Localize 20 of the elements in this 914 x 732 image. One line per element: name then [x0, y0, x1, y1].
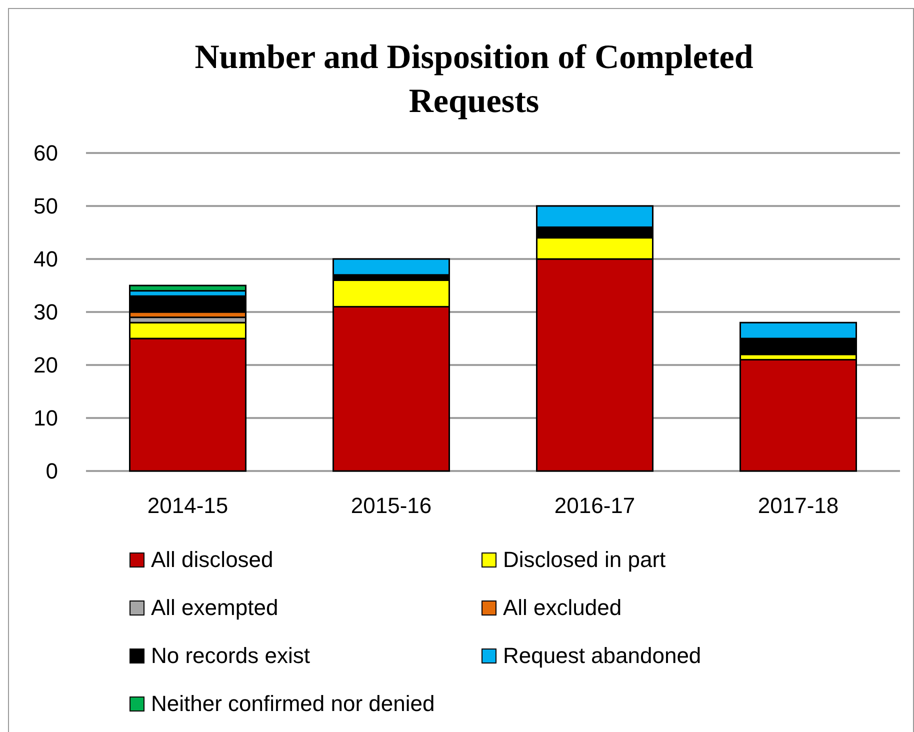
legend-label: All disclosed [151, 547, 274, 572]
legend-label: Disclosed in part [503, 547, 666, 572]
y-tick-label: 0 [46, 458, 58, 484]
legend-label: No records exist [151, 643, 310, 668]
x-tick-label: 2017-18 [758, 493, 839, 518]
y-tick-label: 30 [34, 300, 58, 325]
legend-label: All exempted [151, 595, 278, 620]
legend-label: Neither confirmed nor denied [151, 691, 435, 716]
y-tick-label: 50 [34, 194, 58, 219]
x-tick-label: 2014-15 [147, 493, 228, 518]
x-tick-label: 2015-16 [350, 493, 432, 518]
y-tick-label: 40 [34, 246, 58, 272]
legend-label: Request abandoned [503, 643, 702, 668]
x-tick-label: 2016-17 [554, 493, 636, 518]
y-tick-label: 20 [34, 352, 58, 378]
y-tick-label: 60 [34, 140, 58, 166]
chart-title: Number and Disposition of Completed Requests [194, 39, 754, 120]
bar [740, 358, 857, 472]
legend-label: All excluded [503, 595, 622, 620]
y-tick-label: 10 [34, 406, 58, 431]
